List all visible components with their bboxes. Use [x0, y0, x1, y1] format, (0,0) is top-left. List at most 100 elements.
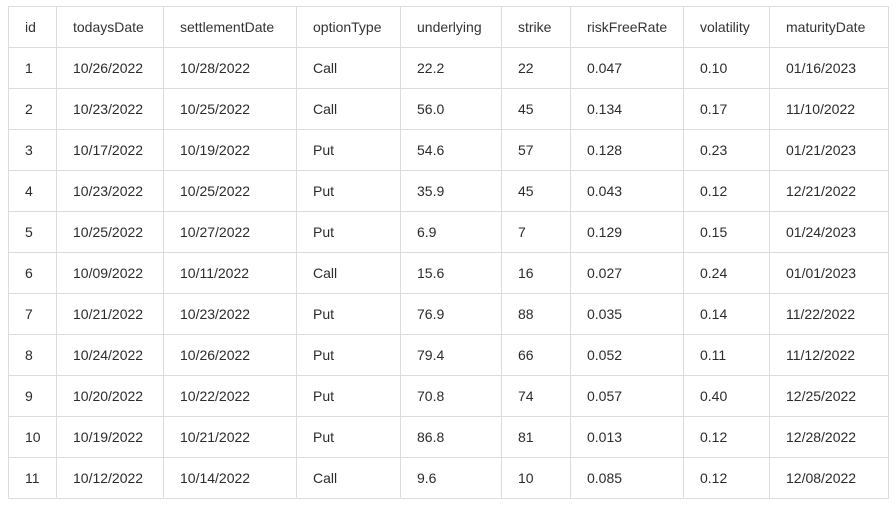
cell-risk-free-rate: 0.035 [570, 293, 684, 335]
cell-option-type: Put [296, 211, 401, 253]
cell-underlying: 54.6 [400, 129, 502, 171]
cell-id: 3 [8, 129, 57, 171]
cell-risk-free-rate: 0.129 [570, 211, 684, 253]
cell-volatility: 0.11 [683, 334, 770, 376]
cell-underlying: 79.4 [400, 334, 502, 376]
cell-maturity-date: 01/24/2023 [769, 211, 889, 253]
cell-settlement-date: 10/22/2022 [163, 375, 297, 417]
cell-strike: 88 [501, 293, 571, 335]
table-row[interactable]: 3 10/17/2022 10/19/2022 Put 54.6 57 0.128 0.23 0… [8, 129, 889, 171]
cell-id: 6 [8, 252, 57, 294]
table-row[interactable]: 10 10/19/2022 10/21/2022 Put 86.8 81 0.013 0.12… [8, 416, 889, 458]
cell-strike: 74 [501, 375, 571, 417]
cell-id: 5 [8, 211, 57, 253]
column-header-strike[interactable]: strike [501, 6, 571, 48]
cell-risk-free-rate: 0.043 [570, 170, 684, 212]
cell-id: 1 [8, 47, 57, 89]
column-header-id[interactable]: id [8, 6, 57, 48]
cell-id: 4 [8, 170, 57, 212]
table-header: id todaysDate settlementDate optionType … [8, 6, 889, 48]
table-body: 1 10/26/2022 10/28/2022 Call 22.2 22 0.047 0.10… [8, 47, 889, 499]
cell-volatility: 0.24 [683, 252, 770, 294]
cell-maturity-date: 12/28/2022 [769, 416, 889, 458]
cell-todays-date: 10/17/2022 [56, 129, 164, 171]
cell-id: 11 [8, 457, 57, 499]
cell-strike: 16 [501, 252, 571, 294]
table-row[interactable]: 7 10/21/2022 10/23/2022 Put 76.9 88 0.035 0.14 1… [8, 293, 889, 335]
cell-risk-free-rate: 0.027 [570, 252, 684, 294]
cell-risk-free-rate: 0.085 [570, 457, 684, 499]
cell-todays-date: 10/24/2022 [56, 334, 164, 376]
cell-maturity-date: 11/10/2022 [769, 88, 889, 130]
cell-underlying: 86.8 [400, 416, 502, 458]
cell-todays-date: 10/19/2022 [56, 416, 164, 458]
cell-risk-free-rate: 0.052 [570, 334, 684, 376]
cell-option-type: Put [296, 416, 401, 458]
cell-maturity-date: 12/21/2022 [769, 170, 889, 212]
cell-settlement-date: 10/26/2022 [163, 334, 297, 376]
cell-todays-date: 10/09/2022 [56, 252, 164, 294]
cell-underlying: 76.9 [400, 293, 502, 335]
column-header-maturity-date[interactable]: maturityDate [769, 6, 889, 48]
column-header-settlement-date[interactable]: settlementDate [163, 6, 297, 48]
cell-maturity-date: 11/22/2022 [769, 293, 889, 335]
table-row[interactable]: 9 10/20/2022 10/22/2022 Put 70.8 74 0.057 0.40 1… [8, 375, 889, 417]
cell-underlying: 6.9 [400, 211, 502, 253]
cell-id: 9 [8, 375, 57, 417]
cell-option-type: Put [296, 375, 401, 417]
cell-id: 8 [8, 334, 57, 376]
cell-strike: 7 [501, 211, 571, 253]
cell-volatility: 0.15 [683, 211, 770, 253]
cell-option-type: Put [296, 170, 401, 212]
cell-strike: 22 [501, 47, 571, 89]
cell-todays-date: 10/20/2022 [56, 375, 164, 417]
cell-todays-date: 10/21/2022 [56, 293, 164, 335]
cell-underlying: 22.2 [400, 47, 502, 89]
column-header-underlying[interactable]: underlying [400, 6, 502, 48]
table-row[interactable]: 1 10/26/2022 10/28/2022 Call 22.2 22 0.047 0.10… [8, 47, 889, 89]
cell-id: 2 [8, 88, 57, 130]
cell-todays-date: 10/25/2022 [56, 211, 164, 253]
table-row[interactable]: 4 10/23/2022 10/25/2022 Put 35.9 45 0.043 0.12 1… [8, 170, 889, 212]
cell-strike: 45 [501, 170, 571, 212]
cell-id: 10 [8, 416, 57, 458]
header-row: id todaysDate settlementDate optionType … [8, 6, 889, 48]
table-row[interactable]: 6 10/09/2022 10/11/2022 Call 15.6 16 0.027 0.24… [8, 252, 889, 294]
table-row[interactable]: 5 10/25/2022 10/27/2022 Put 6.9 7 0.129 0.15 01/… [8, 211, 889, 253]
column-header-risk-free-rate[interactable]: riskFreeRate [570, 6, 684, 48]
cell-settlement-date: 10/14/2022 [163, 457, 297, 499]
cell-maturity-date: 12/08/2022 [769, 457, 889, 499]
cell-volatility: 0.12 [683, 170, 770, 212]
cell-option-type: Call [296, 457, 401, 499]
cell-option-type: Put [296, 334, 401, 376]
cell-id: 7 [8, 293, 57, 335]
cell-settlement-date: 10/19/2022 [163, 129, 297, 171]
cell-todays-date: 10/26/2022 [56, 47, 164, 89]
cell-settlement-date: 10/28/2022 [163, 47, 297, 89]
cell-option-type: Call [296, 47, 401, 89]
table-container: id todaysDate settlementDate optionType … [8, 6, 889, 499]
cell-todays-date: 10/23/2022 [56, 88, 164, 130]
cell-underlying: 56.0 [400, 88, 502, 130]
cell-option-type: Call [296, 88, 401, 130]
cell-risk-free-rate: 0.013 [570, 416, 684, 458]
column-header-todays-date[interactable]: todaysDate [56, 6, 164, 48]
table-row[interactable]: 11 10/12/2022 10/14/2022 Call 9.6 10 0.085 0.12… [8, 457, 889, 499]
cell-maturity-date: 01/01/2023 [769, 252, 889, 294]
cell-todays-date: 10/12/2022 [56, 457, 164, 499]
cell-volatility: 0.17 [683, 88, 770, 130]
cell-volatility: 0.12 [683, 457, 770, 499]
column-header-volatility[interactable]: volatility [683, 6, 770, 48]
cell-option-type: Put [296, 129, 401, 171]
cell-underlying: 70.8 [400, 375, 502, 417]
cell-strike: 57 [501, 129, 571, 171]
cell-maturity-date: 01/16/2023 [769, 47, 889, 89]
table-row[interactable]: 8 10/24/2022 10/26/2022 Put 79.4 66 0.052 0.11 1… [8, 334, 889, 376]
column-header-option-type[interactable]: optionType [296, 6, 401, 48]
cell-strike: 81 [501, 416, 571, 458]
cell-volatility: 0.23 [683, 129, 770, 171]
cell-underlying: 15.6 [400, 252, 502, 294]
cell-option-type: Put [296, 293, 401, 335]
cell-underlying: 9.6 [400, 457, 502, 499]
table-row[interactable]: 2 10/23/2022 10/25/2022 Call 56.0 45 0.134 0.17… [8, 88, 889, 130]
